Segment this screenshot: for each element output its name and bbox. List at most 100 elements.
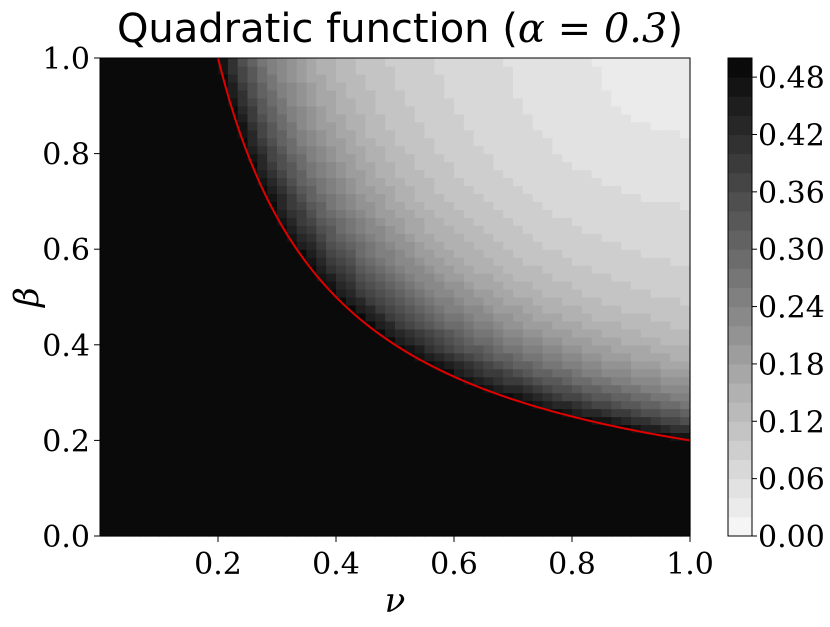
heatmap-cell xyxy=(208,58,219,67)
heatmap-cell xyxy=(670,456,681,465)
heatmap-cell xyxy=(375,520,386,529)
heatmap-cell xyxy=(237,392,249,402)
heatmap-cell xyxy=(306,528,317,537)
heatmap-cell xyxy=(631,281,642,290)
heatmap-cell xyxy=(375,225,386,234)
heatmap-cell xyxy=(345,304,357,314)
heatmap-cell xyxy=(355,384,367,394)
heatmap-cell xyxy=(640,97,652,107)
heatmap-cell xyxy=(631,145,642,155)
y-axis: 0.00.20.40.60.81.0 xyxy=(42,42,100,555)
heatmap-cell xyxy=(109,153,121,163)
heatmap-cell xyxy=(542,129,553,139)
heatmap-cell xyxy=(168,161,180,171)
heatmap-cell xyxy=(119,512,131,521)
heatmap-cell xyxy=(336,129,347,139)
heatmap-cell xyxy=(306,328,317,338)
heatmap-cell xyxy=(355,360,367,370)
heatmap-cell xyxy=(247,320,258,330)
heatmap-cell xyxy=(424,320,435,330)
heatmap-cell xyxy=(336,177,347,187)
heatmap-cell xyxy=(640,352,652,362)
heatmap-cell xyxy=(218,137,229,147)
heatmap-cell xyxy=(149,201,160,210)
heatmap-cell xyxy=(129,185,140,195)
heatmap-cell xyxy=(660,528,671,537)
heatmap-cell xyxy=(218,440,229,449)
heatmap-cell xyxy=(237,472,249,481)
heatmap-cell xyxy=(503,456,514,465)
heatmap-cell xyxy=(552,376,563,386)
heatmap-cell xyxy=(100,81,111,91)
heatmap-cell xyxy=(208,113,219,123)
heatmap-cell xyxy=(365,320,376,330)
colorbar-segment xyxy=(728,402,752,422)
heatmap-cell xyxy=(119,257,131,266)
heatmap-cell xyxy=(198,201,209,210)
heatmap-cell xyxy=(404,360,416,370)
heatmap-cell xyxy=(198,392,209,402)
heatmap-cell xyxy=(601,512,612,521)
heatmap-cell xyxy=(513,209,524,218)
heatmap-cell xyxy=(473,225,485,234)
colorbar-tick-label: 0.30 xyxy=(758,233,825,268)
heatmap-cell xyxy=(159,488,170,497)
heatmap-cell xyxy=(473,241,485,250)
heatmap-cell xyxy=(650,416,662,426)
heatmap-cell xyxy=(611,193,622,202)
heatmap-cell xyxy=(581,448,593,457)
heatmap-cell xyxy=(109,289,121,298)
heatmap-cell xyxy=(149,185,160,195)
heatmap-cell xyxy=(227,384,239,394)
heatmap-cell xyxy=(119,273,131,282)
heatmap-cell xyxy=(237,241,249,250)
heatmap-cell xyxy=(247,113,258,123)
heatmap-cell xyxy=(670,432,681,441)
heatmap-cell xyxy=(178,225,190,234)
heatmap-cell xyxy=(336,416,347,426)
heatmap-cell xyxy=(129,281,140,290)
heatmap-cell xyxy=(375,424,386,434)
heatmap-cell xyxy=(355,89,367,99)
heatmap-cell xyxy=(680,464,691,473)
heatmap-cell xyxy=(257,257,268,266)
heatmap-cell xyxy=(444,113,455,123)
heatmap-cell xyxy=(149,233,160,242)
heatmap-cell xyxy=(591,432,603,441)
heatmap-cell xyxy=(286,528,298,537)
heatmap-cell xyxy=(493,384,504,394)
heatmap-cell xyxy=(503,512,514,521)
heatmap-cell xyxy=(277,336,288,346)
heatmap-cell xyxy=(336,185,347,195)
heatmap-cell xyxy=(277,488,288,497)
heatmap-cell xyxy=(522,368,534,378)
heatmap-cell xyxy=(247,289,258,298)
heatmap-cell xyxy=(296,273,308,282)
heatmap-cell xyxy=(139,225,150,234)
heatmap-cell xyxy=(680,320,691,330)
heatmap-cell xyxy=(267,185,278,195)
heatmap-cell xyxy=(267,328,278,338)
heatmap-cell xyxy=(218,392,229,402)
heatmap-cell xyxy=(542,105,553,115)
heatmap-cell xyxy=(591,81,603,91)
heatmap-cell xyxy=(100,456,111,465)
heatmap-cell xyxy=(277,352,288,362)
heatmap-cell xyxy=(286,464,298,473)
heatmap-cell xyxy=(336,233,347,242)
heatmap-cell xyxy=(680,289,691,298)
heatmap-cell xyxy=(296,504,308,513)
heatmap-cell xyxy=(355,265,367,274)
heatmap-cell xyxy=(493,328,504,338)
heatmap-cell xyxy=(286,249,298,258)
heatmap-cell xyxy=(680,105,691,115)
heatmap-cell xyxy=(139,352,150,362)
heatmap-cell xyxy=(414,233,426,242)
heatmap-cell xyxy=(257,137,268,147)
heatmap-cell xyxy=(572,145,583,155)
heatmap-cell xyxy=(414,416,426,426)
heatmap-cell xyxy=(601,408,612,418)
heatmap-cell xyxy=(139,416,150,426)
heatmap-cell xyxy=(611,488,622,497)
heatmap-cell xyxy=(532,464,544,473)
